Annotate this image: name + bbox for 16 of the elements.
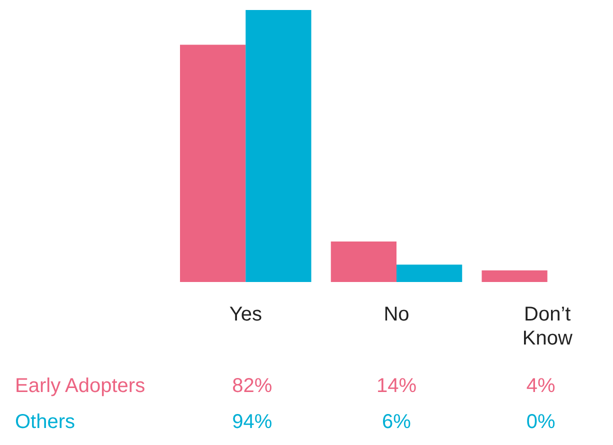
bar: [482, 270, 548, 282]
bar: [246, 10, 312, 282]
bar: [180, 44, 246, 282]
data-label: 94%: [232, 411, 272, 433]
data-label: 14%: [376, 375, 417, 397]
bar: [396, 264, 462, 282]
bar: [330, 241, 396, 282]
data-label: 4%: [526, 375, 556, 397]
x-tick-label: No: [384, 304, 410, 326]
x-tick-label: Yes: [229, 304, 262, 326]
data-label: 6%: [382, 411, 412, 433]
text: Others: [15, 411, 76, 433]
data-label: 82%: [232, 375, 272, 397]
text: Early Adopters: [15, 375, 146, 397]
x-tick-label: Don’t Know: [522, 304, 573, 350]
data-label: 0%: [526, 411, 556, 433]
